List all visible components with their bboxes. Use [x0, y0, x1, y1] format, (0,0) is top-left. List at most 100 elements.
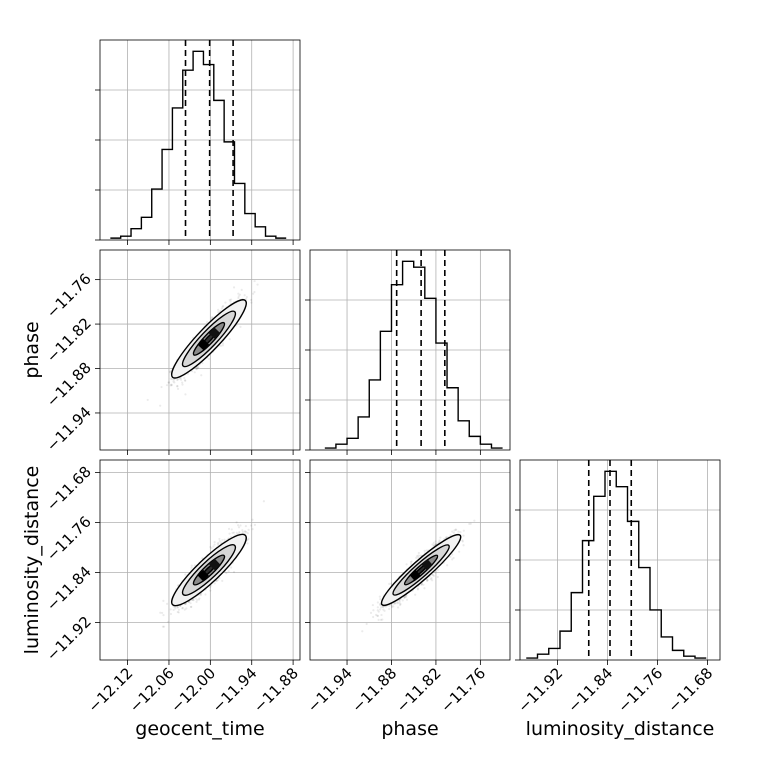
scatter-point	[196, 598, 199, 602]
scatter-point	[183, 608, 186, 611]
scatter-point	[429, 578, 432, 581]
scatter-point	[169, 612, 173, 616]
scatter-point	[378, 608, 382, 611]
scatter-point	[409, 560, 413, 564]
scatter-point	[210, 547, 213, 550]
scatter-point	[228, 298, 231, 302]
scatter-point	[176, 385, 179, 388]
scatter-point	[221, 344, 224, 347]
scatter-point	[382, 605, 385, 608]
scatter-point	[452, 556, 455, 560]
scatter-point	[184, 573, 187, 576]
scatter-point	[238, 293, 242, 296]
scatter-point	[409, 562, 413, 565]
scatter-point	[212, 545, 215, 548]
scatter-point	[221, 342, 225, 345]
scatter-point	[197, 598, 201, 601]
scatter-point	[434, 542, 437, 546]
scatter-point	[371, 603, 374, 607]
scatter-point	[189, 602, 192, 605]
scatter-point	[170, 383, 173, 386]
scatter-point	[361, 630, 364, 633]
scatter-point	[462, 529, 465, 532]
x-tick-label-phase: −11.82	[393, 664, 445, 716]
scatter-point	[417, 551, 420, 555]
scatter-point	[161, 611, 164, 615]
scatter-point	[241, 529, 244, 532]
scatter-point	[377, 618, 380, 621]
scatter-point	[168, 370, 172, 373]
histogram-geocent-time	[110, 50, 287, 239]
scatter-point	[420, 583, 423, 586]
scatter-point	[162, 599, 165, 602]
scatter-point	[177, 611, 180, 614]
x-tick-label-luminosity-distance: −11.76	[614, 664, 666, 716]
scatter-point	[378, 595, 381, 598]
scatter-point	[162, 625, 166, 628]
contour-peak	[197, 569, 209, 582]
scatter-point	[181, 383, 184, 386]
scatter-point	[416, 588, 419, 591]
scatter-point	[232, 531, 236, 534]
scatter-point	[219, 344, 223, 347]
scatter-point	[176, 606, 180, 609]
scatter-point	[398, 601, 401, 604]
scatter-point	[451, 558, 454, 561]
y-tick-label-luminosity-distance: −11.84	[43, 563, 95, 615]
contour-peak	[421, 559, 433, 571]
scatter-point	[217, 308, 220, 311]
scatter-point	[426, 578, 429, 582]
scatter-point	[173, 381, 176, 384]
scatter-point	[169, 608, 172, 611]
scatter-point	[388, 607, 391, 611]
x-tick-label-luminosity-distance: −11.68	[664, 664, 716, 716]
scatter-point	[417, 554, 420, 557]
scatter-point	[201, 557, 204, 560]
scatter-point	[457, 530, 460, 533]
contours-phase-vs-geocent-time	[170, 299, 247, 379]
contour-peak	[197, 339, 210, 351]
scatter-point	[216, 578, 220, 582]
scatter-point	[245, 295, 248, 299]
scatter-point	[190, 566, 193, 569]
scatter-point	[237, 295, 240, 298]
scatter-point	[224, 301, 227, 304]
x-tick-label-phase: −11.88	[348, 664, 400, 716]
scatter-point	[191, 598, 194, 601]
contour-peak	[409, 569, 421, 581]
scatter-point	[245, 531, 248, 534]
scatter-point	[227, 570, 230, 573]
scatter-point	[181, 607, 184, 610]
scatter-point	[179, 377, 182, 380]
scatter-point	[473, 519, 476, 522]
scatter-point	[207, 357, 211, 361]
scatter-point	[434, 571, 437, 574]
scatter-point	[381, 618, 384, 621]
scatter-point	[436, 575, 439, 579]
scatter-point	[449, 555, 452, 558]
scatter-point	[228, 338, 231, 341]
scatter-point	[252, 292, 255, 295]
y-tick-label-phase: −11.76	[43, 270, 95, 322]
scatter-point	[439, 536, 442, 539]
scatter-point	[388, 582, 391, 586]
scatter-point	[218, 539, 221, 543]
scatter-point	[197, 366, 200, 370]
scatter-point	[159, 611, 162, 614]
scatter-point	[250, 301, 253, 304]
scatter-point	[372, 615, 375, 619]
scatter-point	[459, 531, 462, 534]
x-tick-label-phase: −11.94	[304, 664, 356, 716]
y-tick-label-phase: −11.94	[43, 403, 95, 455]
scatter-point	[206, 321, 209, 324]
scatter-point	[167, 381, 171, 384]
contours-luminosity-distance-vs-phase	[380, 533, 462, 607]
scatter-point	[401, 599, 404, 602]
scatter-point	[430, 576, 433, 580]
scatter-point	[190, 605, 193, 608]
scatter-point	[200, 374, 203, 377]
scatter-point	[372, 609, 375, 612]
scatter-point	[176, 606, 179, 609]
scatter-point	[215, 579, 219, 583]
scatter-point	[376, 601, 379, 604]
